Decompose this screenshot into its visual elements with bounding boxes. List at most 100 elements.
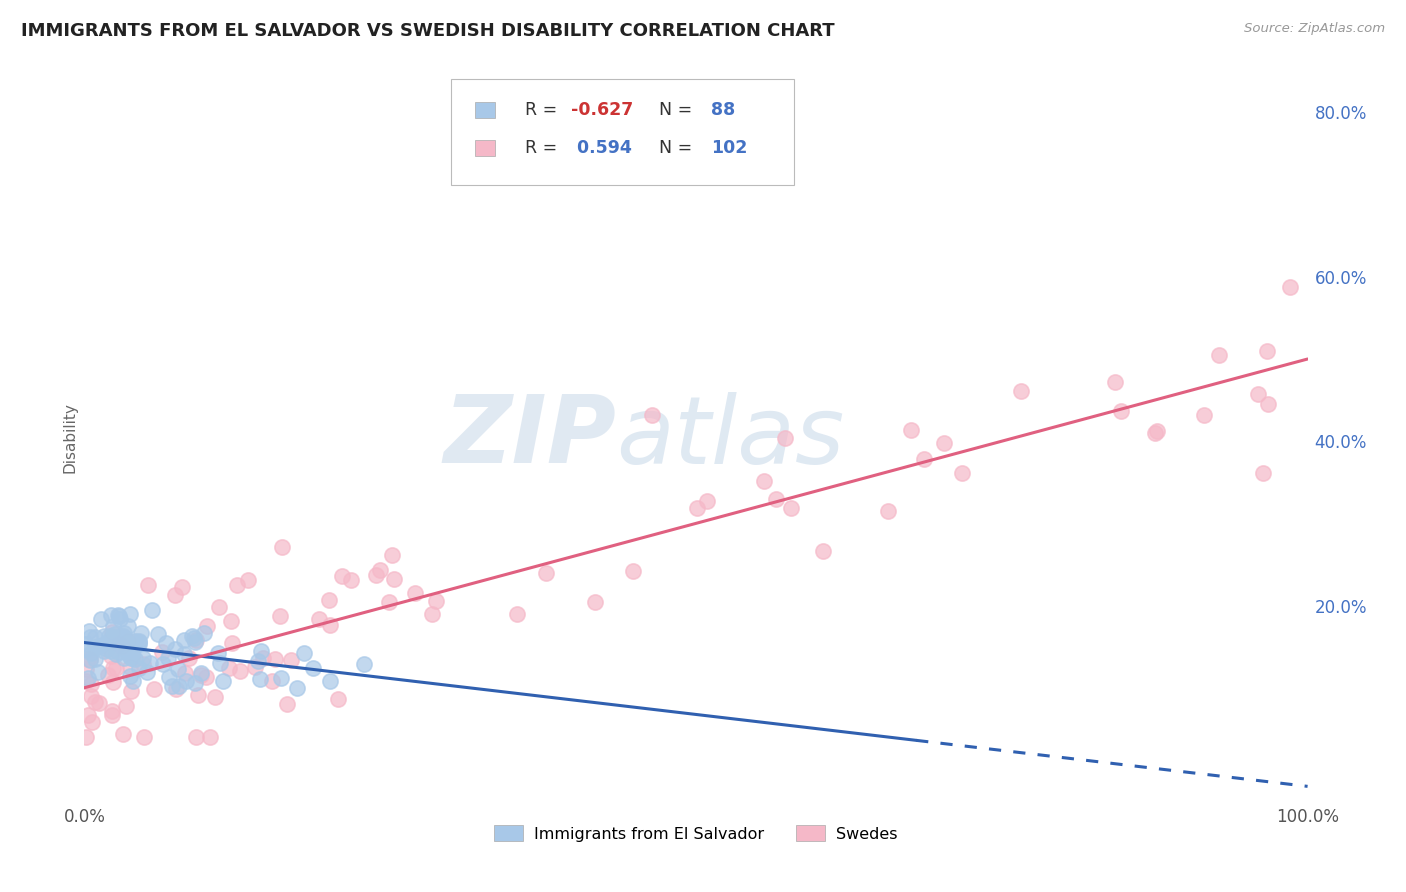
- Point: [319, 617, 342, 632]
- Point: [381, 548, 404, 562]
- Point: [91, 638, 114, 652]
- Point: [105, 647, 128, 661]
- Point: [1278, 279, 1301, 293]
- Point: [208, 657, 231, 671]
- Text: atlas: atlas: [616, 392, 845, 483]
- Text: N =: N =: [659, 139, 697, 157]
- Point: [132, 651, 155, 665]
- Point: [204, 690, 226, 705]
- Point: [90, 612, 112, 626]
- Point: [122, 673, 145, 688]
- Point: [218, 660, 240, 674]
- Point: [211, 674, 233, 689]
- Point: [165, 588, 187, 602]
- Point: [98, 629, 121, 643]
- Point: [270, 671, 292, 685]
- Point: [195, 670, 218, 684]
- Point: [696, 494, 718, 508]
- Point: [87, 696, 110, 710]
- Point: [167, 679, 190, 693]
- Point: [184, 635, 207, 649]
- Point: [101, 629, 124, 643]
- Point: [112, 651, 135, 665]
- Point: [100, 607, 122, 622]
- Point: [285, 681, 308, 695]
- Point: [1104, 375, 1126, 389]
- Point: [93, 629, 115, 643]
- Point: [155, 636, 177, 650]
- Point: [97, 667, 120, 681]
- Point: [128, 661, 150, 675]
- Point: [294, 646, 316, 660]
- Point: [115, 699, 138, 714]
- FancyBboxPatch shape: [475, 140, 495, 156]
- Point: [111, 639, 134, 653]
- Point: [326, 692, 349, 706]
- Point: [404, 586, 426, 600]
- Point: [165, 642, 187, 657]
- Point: [811, 544, 834, 558]
- Point: [1208, 348, 1230, 362]
- Point: [1257, 397, 1279, 411]
- Point: [79, 630, 101, 644]
- Point: [101, 708, 124, 723]
- Point: [83, 651, 105, 665]
- Point: [118, 660, 141, 674]
- Point: [107, 608, 129, 623]
- Point: [136, 578, 159, 592]
- Point: [107, 645, 129, 659]
- Point: [207, 646, 229, 660]
- Point: [97, 635, 120, 649]
- Point: [77, 671, 100, 685]
- Text: ZIP: ZIP: [443, 391, 616, 483]
- Point: [100, 649, 122, 664]
- Point: [83, 695, 105, 709]
- Point: [173, 665, 195, 680]
- Point: [108, 637, 131, 651]
- Point: [353, 657, 375, 671]
- Point: [84, 640, 107, 655]
- Point: [301, 661, 323, 675]
- Point: [193, 626, 215, 640]
- Point: [536, 566, 558, 581]
- Point: [174, 673, 197, 688]
- Point: [75, 662, 97, 676]
- Point: [124, 652, 146, 666]
- Point: [173, 647, 195, 661]
- Text: R =: R =: [524, 101, 562, 120]
- Point: [141, 602, 163, 616]
- Point: [111, 727, 134, 741]
- Point: [122, 639, 145, 653]
- Point: [339, 573, 361, 587]
- Point: [148, 627, 170, 641]
- Text: 0.594: 0.594: [571, 139, 633, 157]
- Point: [364, 567, 387, 582]
- Point: [229, 664, 252, 678]
- Y-axis label: Disability: Disability: [62, 401, 77, 473]
- Text: 102: 102: [710, 139, 747, 157]
- Point: [108, 612, 131, 626]
- FancyBboxPatch shape: [475, 102, 495, 118]
- Point: [117, 642, 139, 657]
- Point: [86, 665, 108, 680]
- Point: [330, 569, 353, 583]
- Point: [129, 626, 152, 640]
- Point: [96, 641, 118, 656]
- Point: [180, 629, 202, 643]
- Point: [877, 504, 900, 518]
- Point: [118, 648, 141, 662]
- Point: [754, 475, 776, 489]
- Point: [249, 672, 271, 686]
- Point: [183, 631, 205, 645]
- Point: [425, 594, 447, 608]
- Text: N =: N =: [659, 101, 697, 120]
- Point: [621, 564, 644, 578]
- Point: [208, 600, 231, 615]
- Point: [308, 612, 330, 626]
- Point: [150, 645, 173, 659]
- Point: [132, 657, 155, 671]
- Point: [177, 650, 200, 665]
- Point: [118, 668, 141, 682]
- Point: [121, 649, 143, 664]
- Point: [1247, 386, 1270, 401]
